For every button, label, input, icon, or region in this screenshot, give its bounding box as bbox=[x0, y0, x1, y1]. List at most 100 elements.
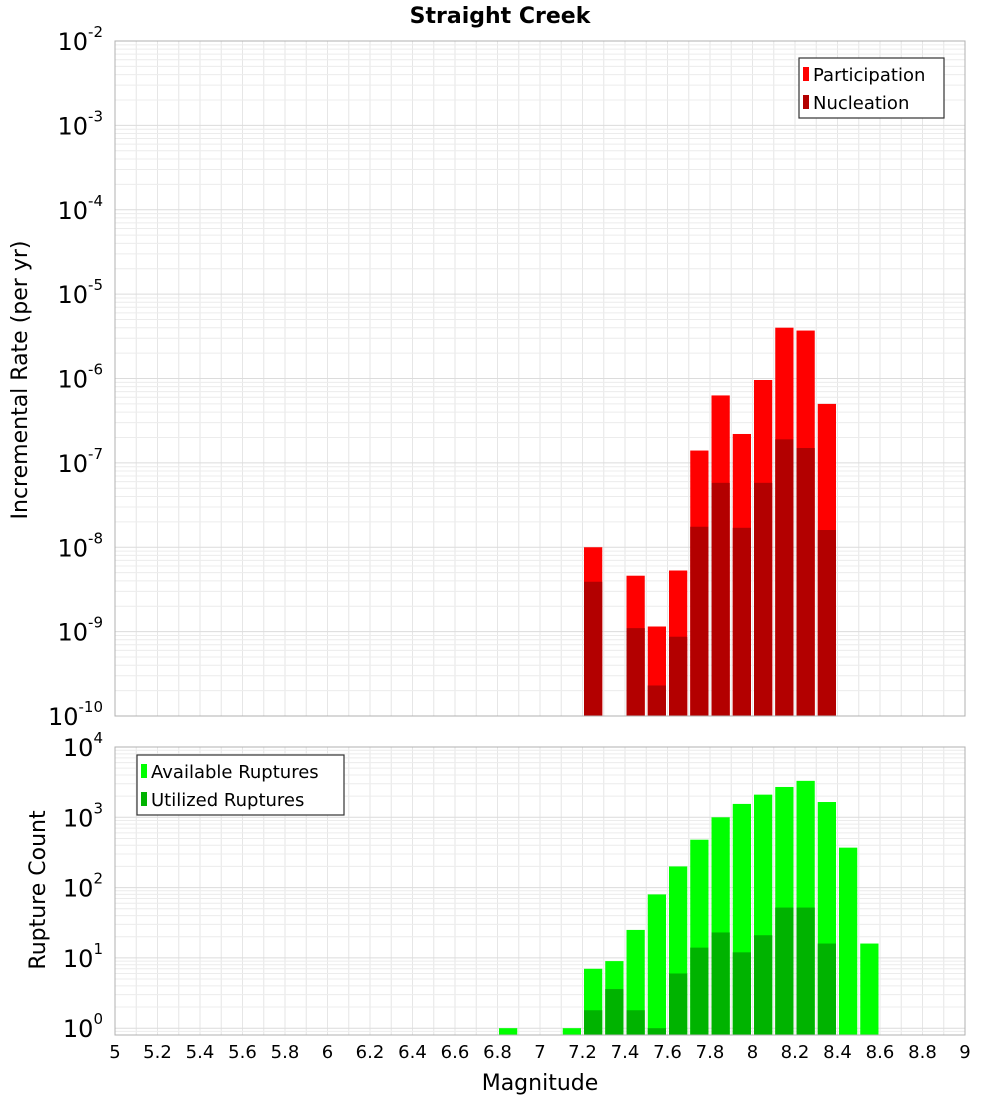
x-tick-label: 8.2 bbox=[781, 1042, 810, 1063]
y-tick-base: 10 bbox=[57, 450, 88, 478]
top-y-tick-label: 10-2 bbox=[57, 23, 103, 56]
bottom-y-tick-label: 102 bbox=[63, 870, 103, 903]
top-bar-nucleation bbox=[796, 448, 815, 716]
y-tick-base: 10 bbox=[63, 1015, 94, 1043]
top-legend: Participation Nucleation bbox=[798, 57, 945, 119]
x-tick-label: 7.2 bbox=[568, 1042, 597, 1063]
y-tick-base: 10 bbox=[63, 804, 94, 832]
y-tick-exponent: -2 bbox=[88, 23, 103, 41]
x-tick-label: 6.8 bbox=[483, 1042, 512, 1063]
bottom-bar-available-ruptures bbox=[562, 1028, 581, 1035]
top-legend-swatch bbox=[803, 95, 809, 109]
bottom-legend-swatch bbox=[141, 792, 147, 806]
bottom-bar-utilized-ruptures bbox=[669, 973, 688, 1035]
bottom-bar-utilized-ruptures bbox=[647, 1028, 666, 1035]
bottom-bar-utilized-ruptures bbox=[584, 1010, 603, 1035]
top-y-tick-label: 10-4 bbox=[57, 192, 103, 225]
bottom-y-tick-label: 100 bbox=[63, 1010, 103, 1043]
bottom-y-tick-label: 101 bbox=[63, 940, 103, 973]
bottom-y-tick-label: 104 bbox=[63, 729, 103, 762]
y-tick-base: 10 bbox=[57, 366, 88, 394]
bottom-bar-available-ruptures bbox=[839, 847, 858, 1035]
bottom-bar-available-ruptures bbox=[499, 1028, 518, 1035]
top-plot-area: 10-1010-910-810-710-610-510-410-310-2Par… bbox=[48, 23, 966, 731]
y-tick-exponent: -10 bbox=[79, 698, 104, 716]
top-y-tick-label: 10-7 bbox=[57, 445, 103, 478]
top-y-tick-label: 10-3 bbox=[57, 107, 103, 140]
bottom-x-ticks: 5 5.2 5.4 5.6 5.8 6 6.2 6.4 6.6 6.8 7 7.2 7.4 7.6 7.8 8… bbox=[109, 1042, 970, 1063]
top-bar-nucleation bbox=[711, 482, 730, 716]
top-legend-entry: Participation bbox=[813, 65, 925, 86]
y-tick-exponent: -3 bbox=[88, 107, 103, 125]
y-tick-exponent: -5 bbox=[88, 276, 103, 294]
top-bar-nucleation bbox=[775, 439, 794, 716]
bottom-y-axis-label: Rupture Count bbox=[26, 810, 51, 970]
bottom-bar-utilized-ruptures bbox=[626, 1010, 645, 1035]
top-legend-entry: Nucleation bbox=[813, 93, 909, 114]
x-tick-label: 8.4 bbox=[823, 1042, 852, 1063]
x-tick-label: 6.6 bbox=[441, 1042, 470, 1063]
top-y-tick-label: 10-6 bbox=[57, 361, 103, 394]
y-tick-exponent: -4 bbox=[88, 192, 103, 210]
bottom-bars bbox=[499, 780, 879, 1035]
top-bars bbox=[584, 327, 836, 716]
x-tick-label: 7.6 bbox=[653, 1042, 682, 1063]
top-y-tick-label: 10-9 bbox=[57, 614, 103, 647]
y-tick-exponent: 3 bbox=[93, 799, 103, 817]
top-bar-nucleation bbox=[817, 530, 836, 716]
top-grid bbox=[114, 40, 966, 717]
y-tick-exponent: -6 bbox=[88, 361, 103, 379]
x-tick-label: 5.8 bbox=[271, 1042, 300, 1063]
top-bar-nucleation bbox=[754, 482, 773, 716]
bottom-legend: Available Ruptures Utilized Ruptures bbox=[136, 754, 345, 816]
bottom-legend-entry: Available Ruptures bbox=[151, 762, 319, 783]
top-legend-box bbox=[798, 57, 945, 119]
x-tick-label: 6.2 bbox=[356, 1042, 385, 1063]
y-tick-exponent: 0 bbox=[93, 1010, 103, 1028]
top-bar-nucleation bbox=[626, 628, 645, 716]
top-bar-nucleation bbox=[690, 526, 709, 716]
x-tick-label: 5.2 bbox=[143, 1042, 172, 1063]
y-tick-base: 10 bbox=[57, 619, 88, 647]
x-tick-label: 6.4 bbox=[398, 1042, 427, 1063]
bottom-legend-box bbox=[136, 754, 345, 816]
bottom-bar-utilized-ruptures bbox=[605, 989, 624, 1035]
bottom-bar-utilized-ruptures bbox=[775, 907, 794, 1035]
x-tick-label: 6 bbox=[322, 1042, 333, 1063]
bottom-bar-available-ruptures bbox=[626, 929, 645, 1035]
x-tick-label: 5.4 bbox=[186, 1042, 215, 1063]
bottom-legend-entry: Utilized Ruptures bbox=[151, 790, 304, 811]
bottom-bar-utilized-ruptures bbox=[817, 943, 836, 1035]
bottom-bar-utilized-ruptures bbox=[796, 907, 815, 1035]
y-tick-base: 10 bbox=[57, 28, 88, 56]
x-tick-label: 8.8 bbox=[908, 1042, 937, 1063]
bottom-bar-utilized-ruptures bbox=[690, 947, 709, 1035]
top-y-tick-label: 10-5 bbox=[57, 276, 103, 309]
top-legend-swatch bbox=[803, 67, 809, 81]
bottom-bar-utilized-ruptures bbox=[711, 932, 730, 1035]
bottom-y-tick-label: 103 bbox=[63, 799, 103, 832]
y-tick-base: 10 bbox=[57, 112, 88, 140]
x-tick-label: 7.8 bbox=[696, 1042, 725, 1063]
top-plot-frame bbox=[114, 40, 966, 717]
y-tick-exponent: 2 bbox=[93, 870, 103, 888]
bottom-plot-frame bbox=[114, 746, 966, 1036]
y-tick-exponent: -7 bbox=[88, 445, 103, 463]
x-tick-label: 5 bbox=[109, 1042, 120, 1063]
y-tick-exponent: -8 bbox=[88, 529, 103, 547]
bottom-legend-swatch bbox=[141, 764, 147, 778]
x-tick-label: 7 bbox=[534, 1042, 545, 1063]
x-tick-label: 8.6 bbox=[866, 1042, 895, 1063]
top-y-tick-label: 10-10 bbox=[48, 698, 103, 731]
y-tick-exponent: -9 bbox=[88, 614, 103, 632]
top-y-axis-label: Incremental Rate (per yr) bbox=[8, 241, 33, 520]
y-tick-exponent: 4 bbox=[93, 729, 103, 747]
y-tick-base: 10 bbox=[57, 197, 88, 225]
x-tick-label: 7.4 bbox=[611, 1042, 640, 1063]
y-tick-base: 10 bbox=[63, 875, 94, 903]
x-tick-label: 5.6 bbox=[228, 1042, 257, 1063]
